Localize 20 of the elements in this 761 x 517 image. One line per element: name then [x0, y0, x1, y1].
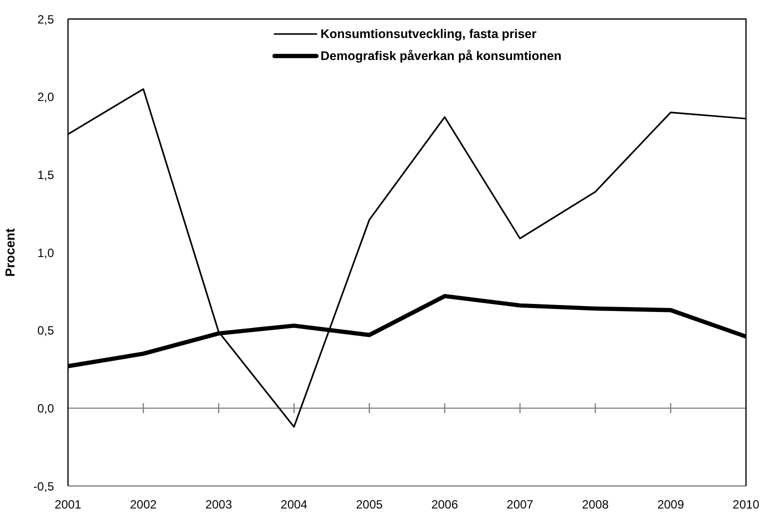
x-tick-label: 2002 [130, 498, 158, 512]
x-tick-label: 2008 [582, 498, 610, 512]
x-tick-label: 2009 [657, 498, 684, 512]
legend-label: Konsumtionsutveckling, fasta priser [320, 27, 537, 41]
x-tick-label: 2003 [205, 498, 232, 512]
y-tick-label: 1,5 [37, 168, 54, 182]
y-axis-title: Procent [2, 228, 18, 277]
legend-label: Demografisk påverkan på konsumtionen [320, 49, 562, 63]
y-tick-label: -0,5 [33, 479, 54, 494]
x-tick-label: 2005 [356, 498, 384, 512]
x-tick-label: 2006 [431, 498, 458, 512]
x-tick-label: 2007 [506, 498, 534, 512]
x-tick-label: 2004 [280, 498, 308, 512]
y-tick-label: 2,0 [37, 90, 54, 104]
y-tick-label: 0,5 [37, 324, 54, 338]
y-tick-label: 2,5 [37, 12, 54, 26]
y-tick-label: 0,0 [37, 401, 54, 416]
y-tick-label: 1,0 [37, 246, 54, 260]
x-tick-label: 2001 [54, 498, 82, 512]
x-tick-label: 2010 [732, 498, 760, 512]
